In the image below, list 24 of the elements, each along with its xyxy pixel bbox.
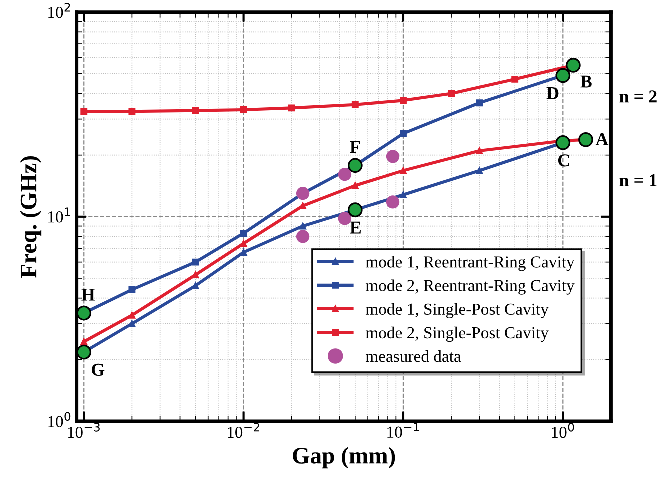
x-tick-label: 10$^{−2}$ — [228, 422, 260, 438]
annotation: F — [350, 141, 360, 154]
annotation: A — [596, 134, 609, 146]
legend-label: mode 2, Reentrant-Ring Cavity — [366, 280, 575, 295]
y-tick-label: 10$^{1}$ — [48, 208, 70, 223]
x-tick-label: 10$^{0}$ — [552, 422, 574, 438]
x-tick-label: 10$^{−3}$ — [68, 422, 100, 438]
annotation: E — [350, 222, 361, 234]
legend-label: mode 1, Reentrant-Ring Cavity — [366, 256, 575, 272]
y-tick-label: 10$^{2}$ — [48, 3, 70, 18]
y-axis-title: Freq. (GHz) — [20, 156, 42, 278]
text: n = 1 — [620, 174, 657, 186]
annotation: H — [82, 288, 96, 301]
annotation: C — [558, 154, 570, 167]
text: n = 2 — [620, 90, 657, 103]
legend-label: measured data — [366, 350, 462, 362]
annotation: D — [546, 87, 559, 100]
annotation: G — [92, 364, 105, 376]
annotation: B — [580, 76, 592, 88]
x-tick-label: 10$^{−1}$ — [388, 422, 420, 438]
legend-label: mode 1, Single-Post Cavity — [366, 303, 549, 318]
legend-label: mode 2, Single-Post Cavity — [366, 326, 549, 342]
x-axis-title: Gap (mm) — [293, 447, 396, 469]
y-tick-label: 10$^{0}$ — [48, 412, 71, 428]
